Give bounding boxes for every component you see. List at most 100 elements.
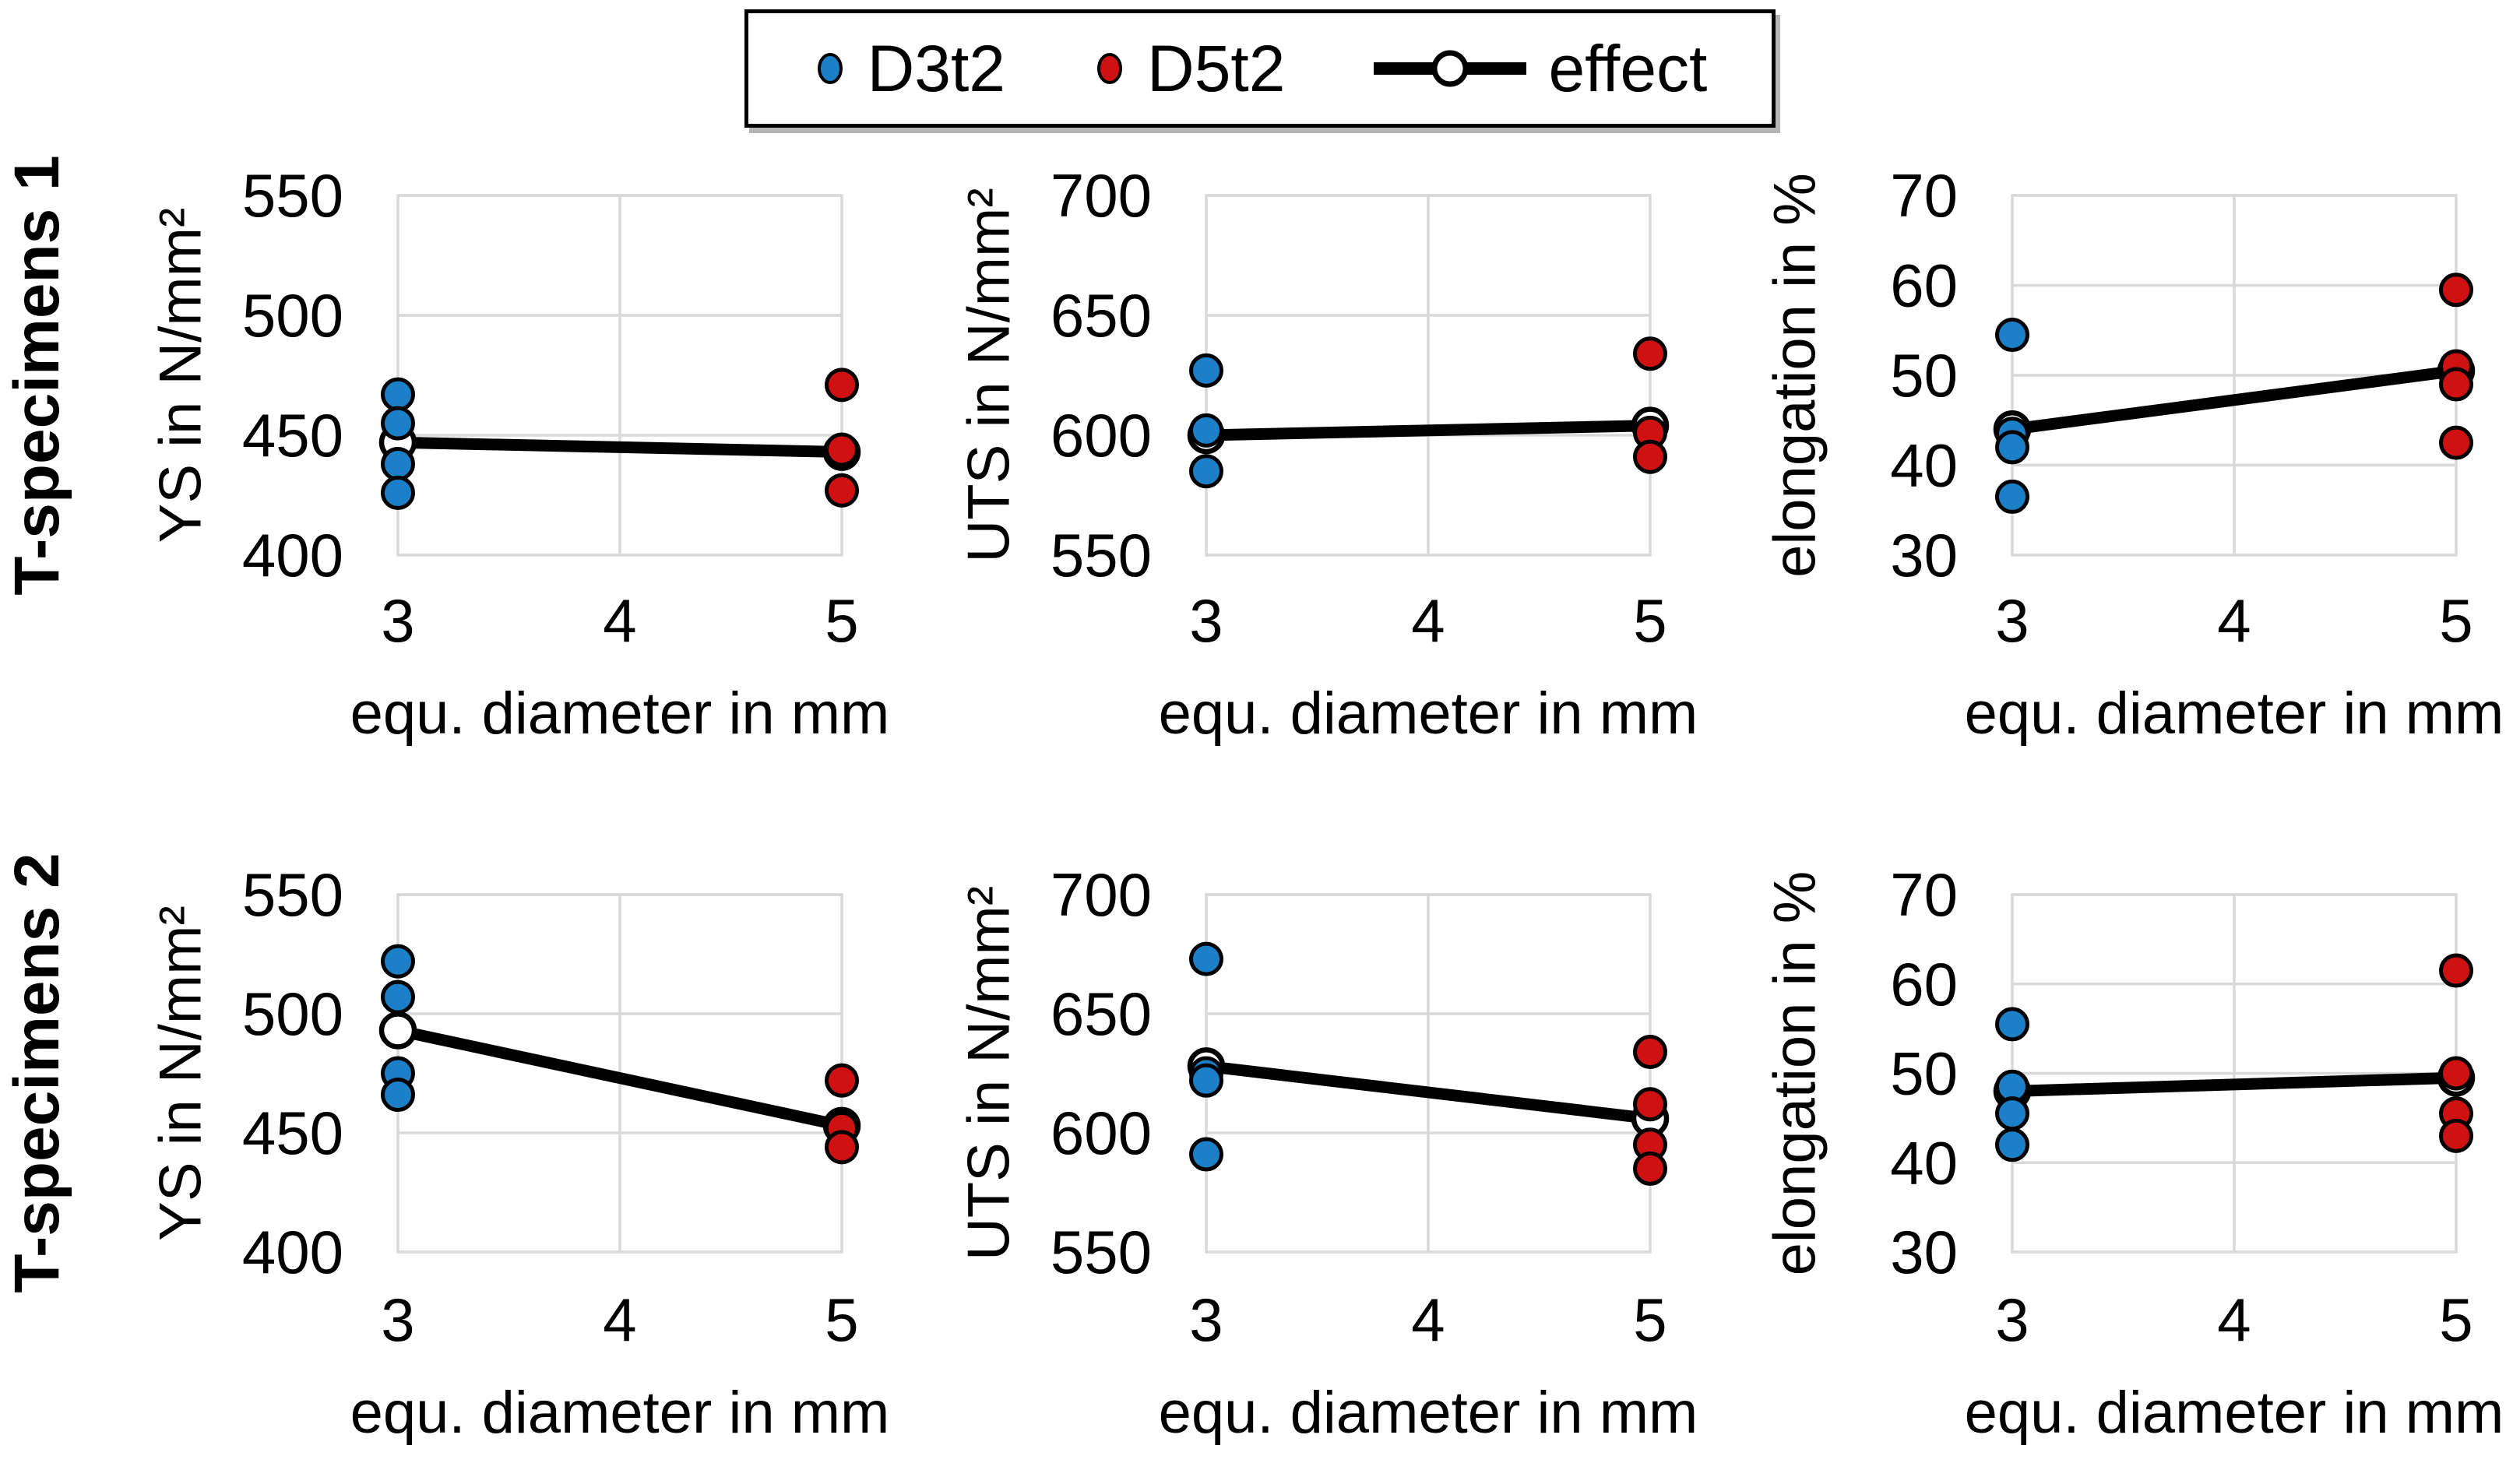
d5t2-data-point xyxy=(2439,425,2473,460)
chart-elongation-t-specimens-1: 30 40 50 60 70 3 4 5 equ. diameter in mm elongati… xyxy=(1762,161,2504,747)
y-tick-label: 30 xyxy=(1890,1218,1958,1286)
d3t2-data-point xyxy=(1189,353,1223,388)
x-tick-label: 4 xyxy=(1411,1285,1445,1354)
d5t2-data-point xyxy=(2439,1118,2473,1153)
y-tick-label: 450 xyxy=(242,401,343,469)
d5t2-data-point xyxy=(825,432,859,467)
y-axis-title: elongation in % xyxy=(1762,871,1828,1276)
d3t2-dot-icon xyxy=(817,53,843,84)
x-tick-label: 4 xyxy=(603,586,636,655)
effect-line xyxy=(2011,364,2457,435)
legend-item-effect: effect xyxy=(1372,36,1707,101)
legend: D3t2 D5t2 effect xyxy=(744,9,1776,128)
chart-uts-t-specimens-1: 550 600 650 700 3 4 5 equ. diameter in mm UTS in… xyxy=(956,161,1698,747)
d5t2-data-point xyxy=(825,1130,859,1165)
d5t2-data-point xyxy=(825,1063,859,1098)
y-axis-title: UTS in N/mm² xyxy=(956,886,1022,1261)
x-axis-title: equ. diameter in mm xyxy=(1159,1380,1698,1446)
d3t2-data-point xyxy=(381,1078,415,1113)
y-tick-label: 400 xyxy=(242,1218,343,1286)
x-tick-label: 3 xyxy=(1189,1285,1223,1354)
y-tick-label: 550 xyxy=(1051,1218,1152,1286)
x-tick-label: 3 xyxy=(1995,1285,2029,1354)
effect-line xyxy=(1205,1060,1651,1125)
y-tick-label: 550 xyxy=(242,161,343,230)
effect-line xyxy=(2011,1071,2457,1097)
d3t2-data-point xyxy=(1189,413,1223,448)
y-tick-label: 500 xyxy=(242,979,343,1048)
d3t2-data-point xyxy=(381,446,415,481)
x-tick-label: 3 xyxy=(1189,586,1223,655)
y-axis-title: YS in N/mm² xyxy=(148,906,214,1241)
d5t2-data-point xyxy=(1633,1087,1667,1122)
d3t2-data-point xyxy=(1995,1007,2029,1042)
d3t2-data-point xyxy=(1189,941,1223,976)
d5t2-dot-icon xyxy=(1097,53,1123,84)
y-tick-label: 70 xyxy=(1890,860,1958,929)
y-tick-label: 40 xyxy=(1890,431,1958,500)
x-tick-label: 4 xyxy=(1411,586,1445,655)
legend-label-d5t2: D5t2 xyxy=(1147,32,1286,105)
y-axis-title: elongation in % xyxy=(1762,173,1828,578)
d5t2-data-point xyxy=(2439,273,2473,308)
d5t2-data-point xyxy=(2439,367,2473,402)
d5t2-data-point xyxy=(2439,953,2473,988)
d3t2-dot-glyph xyxy=(817,53,843,84)
chart-ys-t-specimens-1: 400 450 500 550 3 4 5 equ. diameter in mm YS in … xyxy=(148,161,890,747)
x-axis-title: equ. diameter in mm xyxy=(1965,681,2504,747)
y-tick-label: 550 xyxy=(242,860,343,929)
x-tick-label: 4 xyxy=(2217,1285,2251,1354)
y-tick-label: 40 xyxy=(1890,1128,1958,1197)
effect-line xyxy=(396,1025,843,1132)
x-tick-label: 5 xyxy=(1633,1285,1667,1354)
d3t2-data-point xyxy=(381,944,415,979)
effect-marker xyxy=(378,1011,417,1050)
legend-label-effect: effect xyxy=(1548,32,1708,105)
y-tick-label: 700 xyxy=(1051,161,1152,230)
x-axis-title: equ. diameter in mm xyxy=(350,681,890,747)
y-tick-label: 60 xyxy=(1890,950,1958,1018)
chart-ys-t-specimens-2: 400 450 500 550 3 4 5 equ. diameter in mm YS in … xyxy=(148,860,890,1446)
y-tick-label: 600 xyxy=(1051,401,1152,469)
effect-line xyxy=(397,436,843,459)
d5t2-data-point xyxy=(825,368,859,403)
d3t2-data-point xyxy=(381,475,415,510)
x-tick-label: 3 xyxy=(1995,586,2029,655)
y-tick-label: 500 xyxy=(242,281,343,350)
x-tick-label: 3 xyxy=(381,586,414,655)
d5t2-data-point xyxy=(1633,1034,1667,1069)
x-tick-label: 4 xyxy=(2217,586,2251,655)
legend-label-d3t2: D3t2 xyxy=(867,32,1006,105)
d3t2-data-point xyxy=(381,979,415,1015)
d5t2-data-point xyxy=(825,473,859,508)
d3t2-data-point xyxy=(1189,1063,1223,1098)
x-tick-label: 5 xyxy=(2439,586,2472,655)
y-tick-label: 50 xyxy=(1890,1039,1958,1108)
y-tick-label: 700 xyxy=(1051,860,1152,929)
x-tick-label: 5 xyxy=(2439,1285,2472,1354)
y-tick-label: 600 xyxy=(1051,1099,1152,1167)
y-tick-label: 650 xyxy=(1051,979,1152,1048)
effect-line-icon xyxy=(1374,50,1527,87)
legend-item-d5t2: D5t2 xyxy=(1093,36,1285,101)
y-tick-label: 70 xyxy=(1890,161,1958,230)
x-axis-title: equ. diameter in mm xyxy=(1159,681,1698,747)
y-axis-title: UTS in N/mm² xyxy=(956,188,1022,562)
x-axis-title: equ. diameter in mm xyxy=(1965,1380,2504,1446)
d3t2-data-point xyxy=(1189,454,1223,489)
d3t2-data-point xyxy=(1189,1137,1223,1172)
effect-line xyxy=(1205,420,1651,441)
x-tick-label: 5 xyxy=(825,1285,858,1354)
y-tick-label: 550 xyxy=(1051,521,1152,589)
x-tick-label: 5 xyxy=(1633,586,1667,655)
d5t2-data-point xyxy=(2439,1056,2473,1091)
d3t2-data-point xyxy=(1995,430,2029,465)
legend-item-d3t2: D3t2 xyxy=(813,36,1005,101)
y-tick-label: 450 xyxy=(242,1099,343,1167)
chart-elongation-t-specimens-2: 30 40 50 60 70 3 4 5 equ. diameter in mm elongati… xyxy=(1762,860,2504,1446)
d3t2-data-point xyxy=(1995,1096,2029,1131)
x-tick-label: 3 xyxy=(381,1285,414,1354)
y-tick-label: 60 xyxy=(1890,251,1958,320)
y-tick-label: 650 xyxy=(1051,281,1152,350)
